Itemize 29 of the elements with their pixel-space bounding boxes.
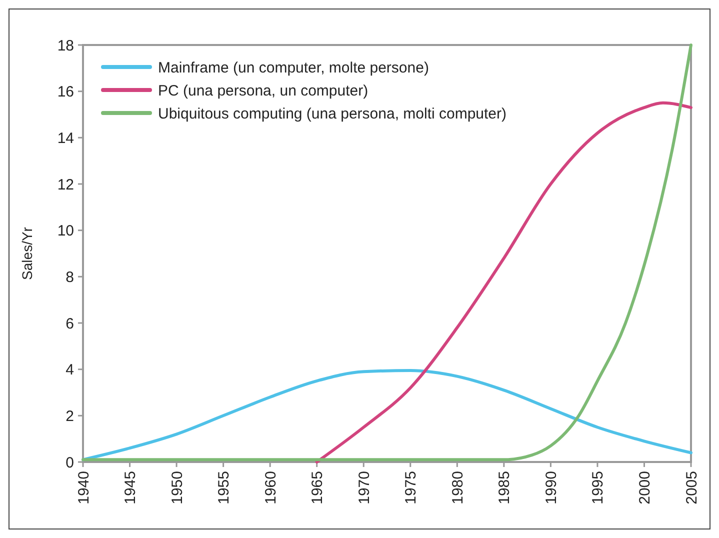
x-tick-label: 1990 <box>542 471 560 504</box>
y-tick-label: 8 <box>66 268 74 286</box>
y-tick-label: 6 <box>66 315 74 332</box>
y-tick-label: 12 <box>57 176 74 194</box>
x-tick-label: 1980 <box>449 471 466 504</box>
y-tick-label: 2 <box>66 408 74 425</box>
legend-label: Ubiquitous computing (una persona, molti computer) <box>158 105 507 122</box>
x-tick-label: 2000 <box>636 471 654 504</box>
legend-label: PC (una persona, un computer) <box>158 82 368 100</box>
x-tick-label: 1945 <box>122 471 140 504</box>
x-tick-label: 1965 <box>309 471 326 504</box>
y-tick-label: 0 <box>66 454 74 472</box>
x-tick-label: 1985 <box>496 471 514 504</box>
x-tick-label: 1940 <box>75 471 92 504</box>
y-tick-label: 14 <box>57 130 74 147</box>
y-tick-label: 16 <box>57 84 74 101</box>
x-tick-label: 1955 <box>216 471 233 504</box>
y-tick-label: 10 <box>57 222 74 240</box>
y-axis-title: Sales/Yr <box>19 226 35 280</box>
line-series <box>82 368 692 462</box>
x-tick-label: 1970 <box>356 471 373 504</box>
y-tick-label: 4 <box>66 362 74 379</box>
x-tick-label: 1960 <box>262 471 280 504</box>
x-tick-label: 1995 <box>590 471 607 504</box>
legend-label: Mainframe (un computer, molte persone) <box>158 59 429 76</box>
x-tick-label: 1975 <box>402 471 420 504</box>
x-tick-label: 2005 <box>683 471 700 504</box>
y-tick-label: 18 <box>57 37 74 54</box>
x-tick-label: 1950 <box>168 471 186 504</box>
